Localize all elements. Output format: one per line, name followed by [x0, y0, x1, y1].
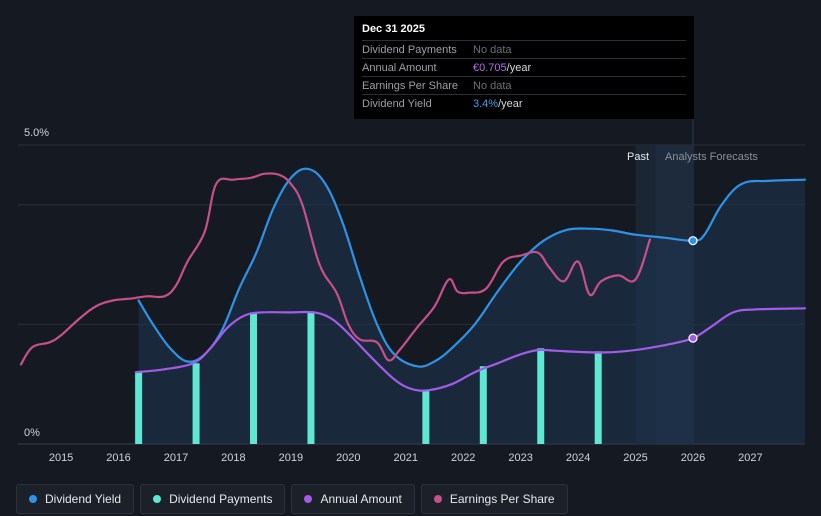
legend-dividend-yield[interactable]: Dividend Yield: [16, 484, 135, 514]
legend-label: Earnings Per Share: [449, 492, 555, 506]
dividend-payment-bar: [537, 348, 545, 444]
dividend-payment-bar: [250, 312, 258, 444]
dividend-payment-bar: [135, 372, 143, 444]
x-tick-label: 2027: [738, 452, 762, 464]
tooltip-value: No data: [473, 43, 512, 56]
x-tick-label: 2016: [106, 452, 130, 464]
axis-labels: 5.0% 0% 2015 2016 2017 2018 2019 2020 2021 2022 20…: [24, 127, 763, 464]
legend-earnings-per-share[interactable]: Earnings Per Share: [420, 484, 568, 514]
tooltip-date: Dec 31 2025: [362, 23, 425, 35]
tooltip-value: No data: [473, 79, 512, 92]
legend-label: Annual Amount: [320, 492, 402, 506]
legend: Dividend Yield Dividend Payments Annual …: [16, 484, 568, 514]
earnings-per-share-line: [19, 172, 651, 366]
legend-label: Dividend Yield: [45, 492, 122, 506]
legend-dividend-payments[interactable]: Dividend Payments: [140, 484, 286, 514]
x-tick-label: 2024: [566, 452, 590, 464]
past-label: Past: [627, 151, 649, 163]
annual-amount-marker: [688, 333, 698, 343]
dividend-payment-bar: [422, 390, 430, 444]
tooltip-row: Dividend Yield 3.4%/year: [362, 94, 686, 112]
x-tick-label: 2023: [508, 452, 532, 464]
legend-annual-amount[interactable]: Annual Amount: [291, 484, 415, 514]
tooltip-value: 3.4%: [473, 97, 499, 110]
tooltip-row: Annual Amount €0.705/year: [362, 58, 686, 76]
dividend-payments-dot-icon: [153, 495, 162, 503]
earnings-per-share-dot-icon: [433, 495, 442, 503]
annual-amount-dot-icon: [304, 495, 313, 503]
tooltip-row: Dividend Payments No data: [362, 40, 686, 58]
forecast-label: Analysts Forecasts: [665, 151, 758, 163]
annual-amount-line: [134, 307, 807, 392]
tooltip-value: €0.705: [473, 61, 507, 74]
x-tick-label: 2025: [623, 452, 647, 464]
series-lines: [19, 167, 807, 392]
y-tick-label: 0%: [24, 427, 40, 439]
tooltip: Dec 31 2025 Dividend Payments No data An…: [354, 16, 694, 119]
x-tick-label: 2019: [279, 452, 303, 464]
x-tick-label: 2022: [451, 452, 475, 464]
chart-area: 5.0% 0% 2015 2016 2017 2018 2019 2020 2021 2022 20…: [18, 119, 807, 464]
tooltip-label: Dividend Payments: [362, 43, 457, 56]
x-tick-label: 2015: [49, 452, 73, 464]
tooltip-label: Dividend Yield: [362, 97, 432, 110]
tooltip-label: Earnings Per Share: [362, 79, 458, 92]
tooltip-unit: /year: [506, 61, 532, 74]
dividend-payment-bar: [479, 366, 487, 444]
dividend-payment-bar: [594, 351, 602, 444]
x-tick-label: 2018: [221, 452, 245, 464]
tooltip-unit: /year: [498, 97, 523, 110]
dividend-yield-area: [138, 168, 806, 445]
legend-label: Dividend Payments: [169, 492, 273, 506]
x-tick-label: 2020: [336, 452, 360, 464]
dividend-yield-line: [137, 167, 807, 368]
x-tick-label: 2026: [681, 452, 705, 464]
highlight-markers: [688, 236, 698, 343]
x-tick-label: 2017: [164, 452, 188, 464]
dividend-yield-marker: [688, 236, 698, 246]
dividend-payment-bars: [135, 312, 602, 444]
y-tick-label: 5.0%: [24, 127, 49, 139]
dividend-payment-bar: [192, 363, 200, 444]
tooltip-row: Earnings Per Share No data: [362, 76, 686, 94]
x-tick-label: 2021: [394, 452, 418, 464]
dividend-yield-dot-icon: [29, 495, 37, 503]
yield-area: [138, 168, 806, 445]
dividend-payment-bar: [307, 312, 315, 444]
tooltip-label: Annual Amount: [362, 61, 437, 74]
